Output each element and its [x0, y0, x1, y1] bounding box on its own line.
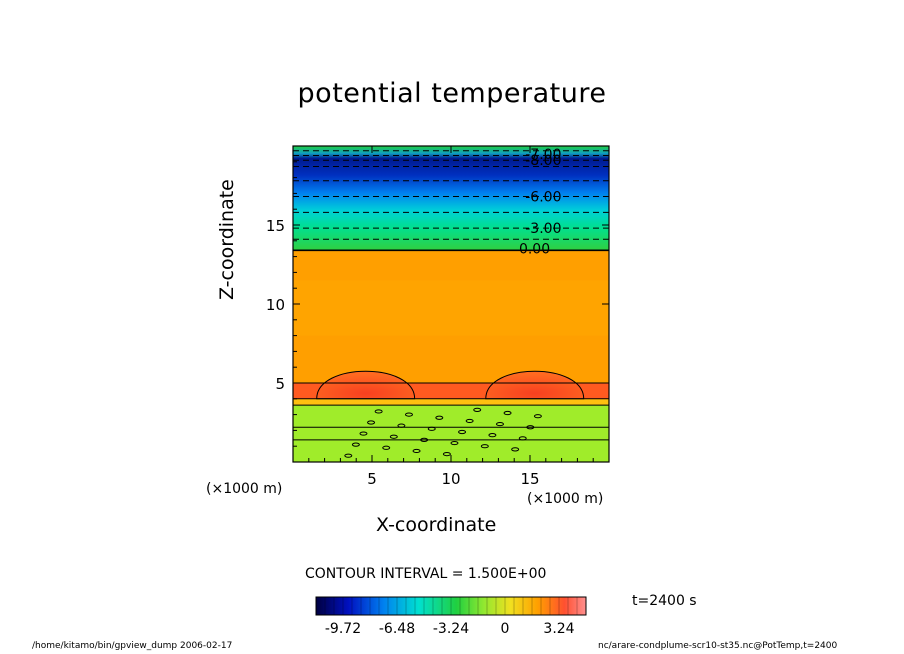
eddy-contour [344, 453, 353, 458]
eddy-contour [420, 437, 429, 442]
colorbar: -9.72 -6.48 -3.24 0 3.24 [315, 596, 587, 637]
contour-value-label: 0.00 [519, 242, 550, 258]
x-axis-unit-right: (×1000 m) [527, 491, 604, 507]
eddy-contour [518, 436, 527, 441]
eddy-contour [427, 426, 436, 431]
x-axis-tick-label: 15 [520, 470, 539, 488]
chart-title: potential temperature [297, 78, 607, 109]
eddy-contour [450, 440, 459, 446]
eddy-contour [488, 433, 497, 438]
eddy-contour [533, 414, 542, 419]
time-label: t=2400 s [632, 593, 697, 609]
eddy-contour [465, 418, 474, 424]
footer-data-source: nc/arare-condplume-scr10-st35.nc@PotTemp… [598, 641, 838, 651]
eddy-contour [351, 442, 360, 447]
eddy-contour [359, 431, 368, 436]
upper-layer-fill [293, 146, 609, 251]
contour-value-label: -7.00 [525, 147, 561, 163]
warm-blob-contour-1 [316, 370, 416, 400]
contour-value-label: -6.00 [525, 190, 561, 206]
warm-blob-1 [316, 371, 415, 399]
contour-interval-text: CONTOUR INTERVAL = 1.500E+00 [305, 566, 547, 582]
colorbar-tick-label: -3.24 [433, 621, 469, 637]
warm-blob-contour-2 [485, 370, 585, 400]
warm-blob-2 [485, 371, 584, 399]
contour-value-label: -3.00 [525, 221, 561, 237]
z-axis-tick-label: 10 [266, 296, 285, 314]
eddy-contour [526, 425, 535, 430]
eddy-contour [442, 452, 451, 457]
colorbar-tick-label: -6.48 [379, 621, 415, 637]
x-axis-tick-label: 5 [367, 470, 377, 488]
eddy-contour [412, 448, 421, 454]
eddy-contour [435, 415, 444, 420]
contour-labels: -7.00-8.00 -6.00 -3.00 0.00 [519, 147, 562, 258]
eddy-contour [397, 423, 406, 428]
eddy-contour [374, 409, 383, 414]
z-axis-label: Z-coordinate [216, 179, 238, 300]
x-axis-label: X-coordinate [376, 514, 497, 536]
eddy-contour [404, 412, 413, 417]
colorbar-tick-label: 3.24 [543, 621, 574, 637]
eddy-contour [495, 421, 504, 427]
eddy-contour [473, 407, 482, 412]
eddy-contour [389, 434, 398, 439]
z-axis-tick-label: 5 [275, 375, 285, 393]
eddy-contour [367, 420, 376, 425]
x-axis-unit-left: (×1000 m) [206, 481, 283, 497]
plot-area [293, 146, 609, 462]
contour-lines [293, 150, 609, 458]
colorbar-tick-label: 0 [501, 621, 510, 637]
x-axis-tick-label: 10 [441, 470, 460, 488]
eddy-contour [480, 444, 489, 449]
ground-layer-fill [293, 405, 609, 462]
transition-strip [293, 398, 609, 406]
eddy-contour [458, 429, 467, 435]
eddy-contour [503, 410, 512, 416]
eddy-contour [382, 445, 391, 450]
colorbar-tick-label: -9.72 [325, 621, 361, 637]
contour-value-label: -8.00 [525, 153, 561, 169]
axes: 5 10 15 5 10 15 [266, 146, 609, 488]
eddy-contour [511, 447, 520, 452]
troposphere-band [293, 280, 609, 336]
footer-script-path: /home/kitamo/bin/gpview_dump 2006-02-17 [32, 641, 233, 651]
z-axis-tick-label: 15 [266, 217, 285, 235]
